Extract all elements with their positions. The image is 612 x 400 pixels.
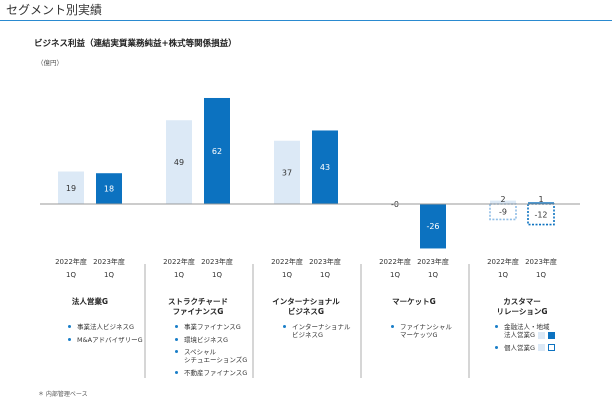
segment-item: スペシャル シチュエーションズG [174,348,247,364]
segment-name: ストラクチャード ファイナンスG [168,297,228,316]
segment-item-label: ファイナンシャル マーケッツG [400,323,452,339]
period-label: 2022年度 [487,257,519,266]
bullet-icon [175,325,178,328]
segment-item-label: 事業ファイナンスG [184,323,241,331]
segment-item-label: 環境ビジネスG [184,335,229,344]
period-label: 1Q [428,271,438,279]
period-label: 2023年度 [417,257,449,266]
segment-item: 事業法人ビジネスG [67,323,143,331]
period-label: 2023年度 [309,257,341,266]
segment-item-label: M&AアドバイザリーG [77,335,143,344]
segment-items-list: ファイナンシャル マーケッツG [390,323,452,344]
period-label: 2022年度 [55,257,87,266]
segment-item-label: 金融法人・地域 法人営業G [504,323,550,339]
period-label: 1Q [498,271,508,279]
legend-swatch-prior [538,331,546,339]
sub-bar-0 [489,203,517,221]
bullet-icon [68,337,71,341]
bar-value-label: 19 [66,184,76,193]
period-label: 2023年度 [525,257,557,266]
sub-bar-value-label: -9 [499,208,507,217]
segment-item: ファイナンシャル マーケッツG [390,323,452,339]
legend-swatch-current [548,344,556,351]
title-divider [0,20,612,21]
segment-item-label: 事業法人ビジネスG [77,323,135,331]
segment-item: 不動産ファイナンスG [174,369,247,377]
bar-1-1 [204,97,230,204]
bar-value-label: 1 [538,195,543,204]
segment-name: カスタマー リレーションG [496,297,548,316]
segment-items-list: インターナショナル ビジネスG [282,323,351,344]
bullet-icon [495,345,498,349]
bullet-icon [391,325,394,328]
period-label: 2022年度 [271,257,303,266]
period-label: 1Q [174,271,184,279]
period-label: 1Q [66,271,76,279]
period-label: 1Q [282,271,292,279]
footnote: ＊ 内部管理ベース [38,391,88,398]
period-label: 2023年度 [93,257,125,266]
unit-label: （億円） [37,59,63,67]
bullet-icon [495,325,498,328]
sub-bar-value-label: -12 [534,210,547,219]
segment-item: インターナショナル ビジネスG [282,323,351,339]
legend-swatch-current [548,331,556,339]
segment-item: M&AアドバイザリーG [67,336,143,344]
bullet-icon [175,350,178,353]
segment-name: インターナショナル ビジネスG [272,297,340,316]
period-label: 1Q [104,271,114,279]
bullet-icon [68,325,71,328]
bar-value-label: 49 [174,158,184,167]
bar-value-label: 62 [212,147,222,156]
segment-item: 環境ビジネスG [174,336,247,344]
bar-3-1 [420,204,446,249]
segment-items-list: 金融法人・地域 法人営業G 個人営業G [494,323,556,356]
bar-1-0 [166,120,192,204]
period-label: 2022年度 [379,257,411,266]
segment-name: マーケットG [392,297,436,306]
period-label: 1Q [390,271,400,279]
bar-value-label: 2 [500,195,505,204]
segment-item: 事業ファイナンスG [174,323,247,331]
bullet-icon [175,337,178,341]
bar-2-0 [274,140,300,204]
segment-item-label: インターナショナル ビジネスG [292,323,351,339]
bar-value-label: -26 [426,222,439,231]
page-title: セグメント別実績 [6,3,103,17]
period-label: 1Q [536,271,546,279]
bar-value-label: 37 [282,168,292,177]
bar-value-label: 43 [320,163,330,172]
period-label: 1Q [320,271,330,279]
bar-4-0 [490,200,516,204]
segment-item-label: 個人営業G [504,343,536,352]
segment-item: 金融法人・地域 法人営業G [494,323,556,339]
sub-bar-1 [527,203,555,226]
chart-title: ビジネス利益（連結実質業務純益+株式等関係損益） [34,39,237,49]
segment-items-list: 事業ファイナンスG 環境ビジネスG スペシャル シチュエーションズG 不動産ファイナン… [174,323,247,381]
bar-4-1 [528,202,554,204]
segment-item: 個人営業G [494,343,556,352]
bar-value-label: 18 [104,185,114,194]
legend-swatch-prior [538,344,546,351]
bullet-icon [175,370,178,374]
bar-0-1 [96,173,122,204]
period-label: 2022年度 [163,257,195,266]
period-label: 1Q [212,271,222,279]
segment-item-label: スペシャル シチュエーションズG [184,348,248,364]
bar-2-1 [312,130,338,204]
bullet-icon [283,325,286,328]
segment-items-list: 事業法人ビジネスG M&AアドバイザリーG [67,323,143,348]
period-label: 2023年度 [201,257,233,266]
segment-item-label: 不動産ファイナンスG [184,368,248,377]
bar-0-0 [58,171,84,204]
segment-name: 法人営業G [71,297,109,306]
